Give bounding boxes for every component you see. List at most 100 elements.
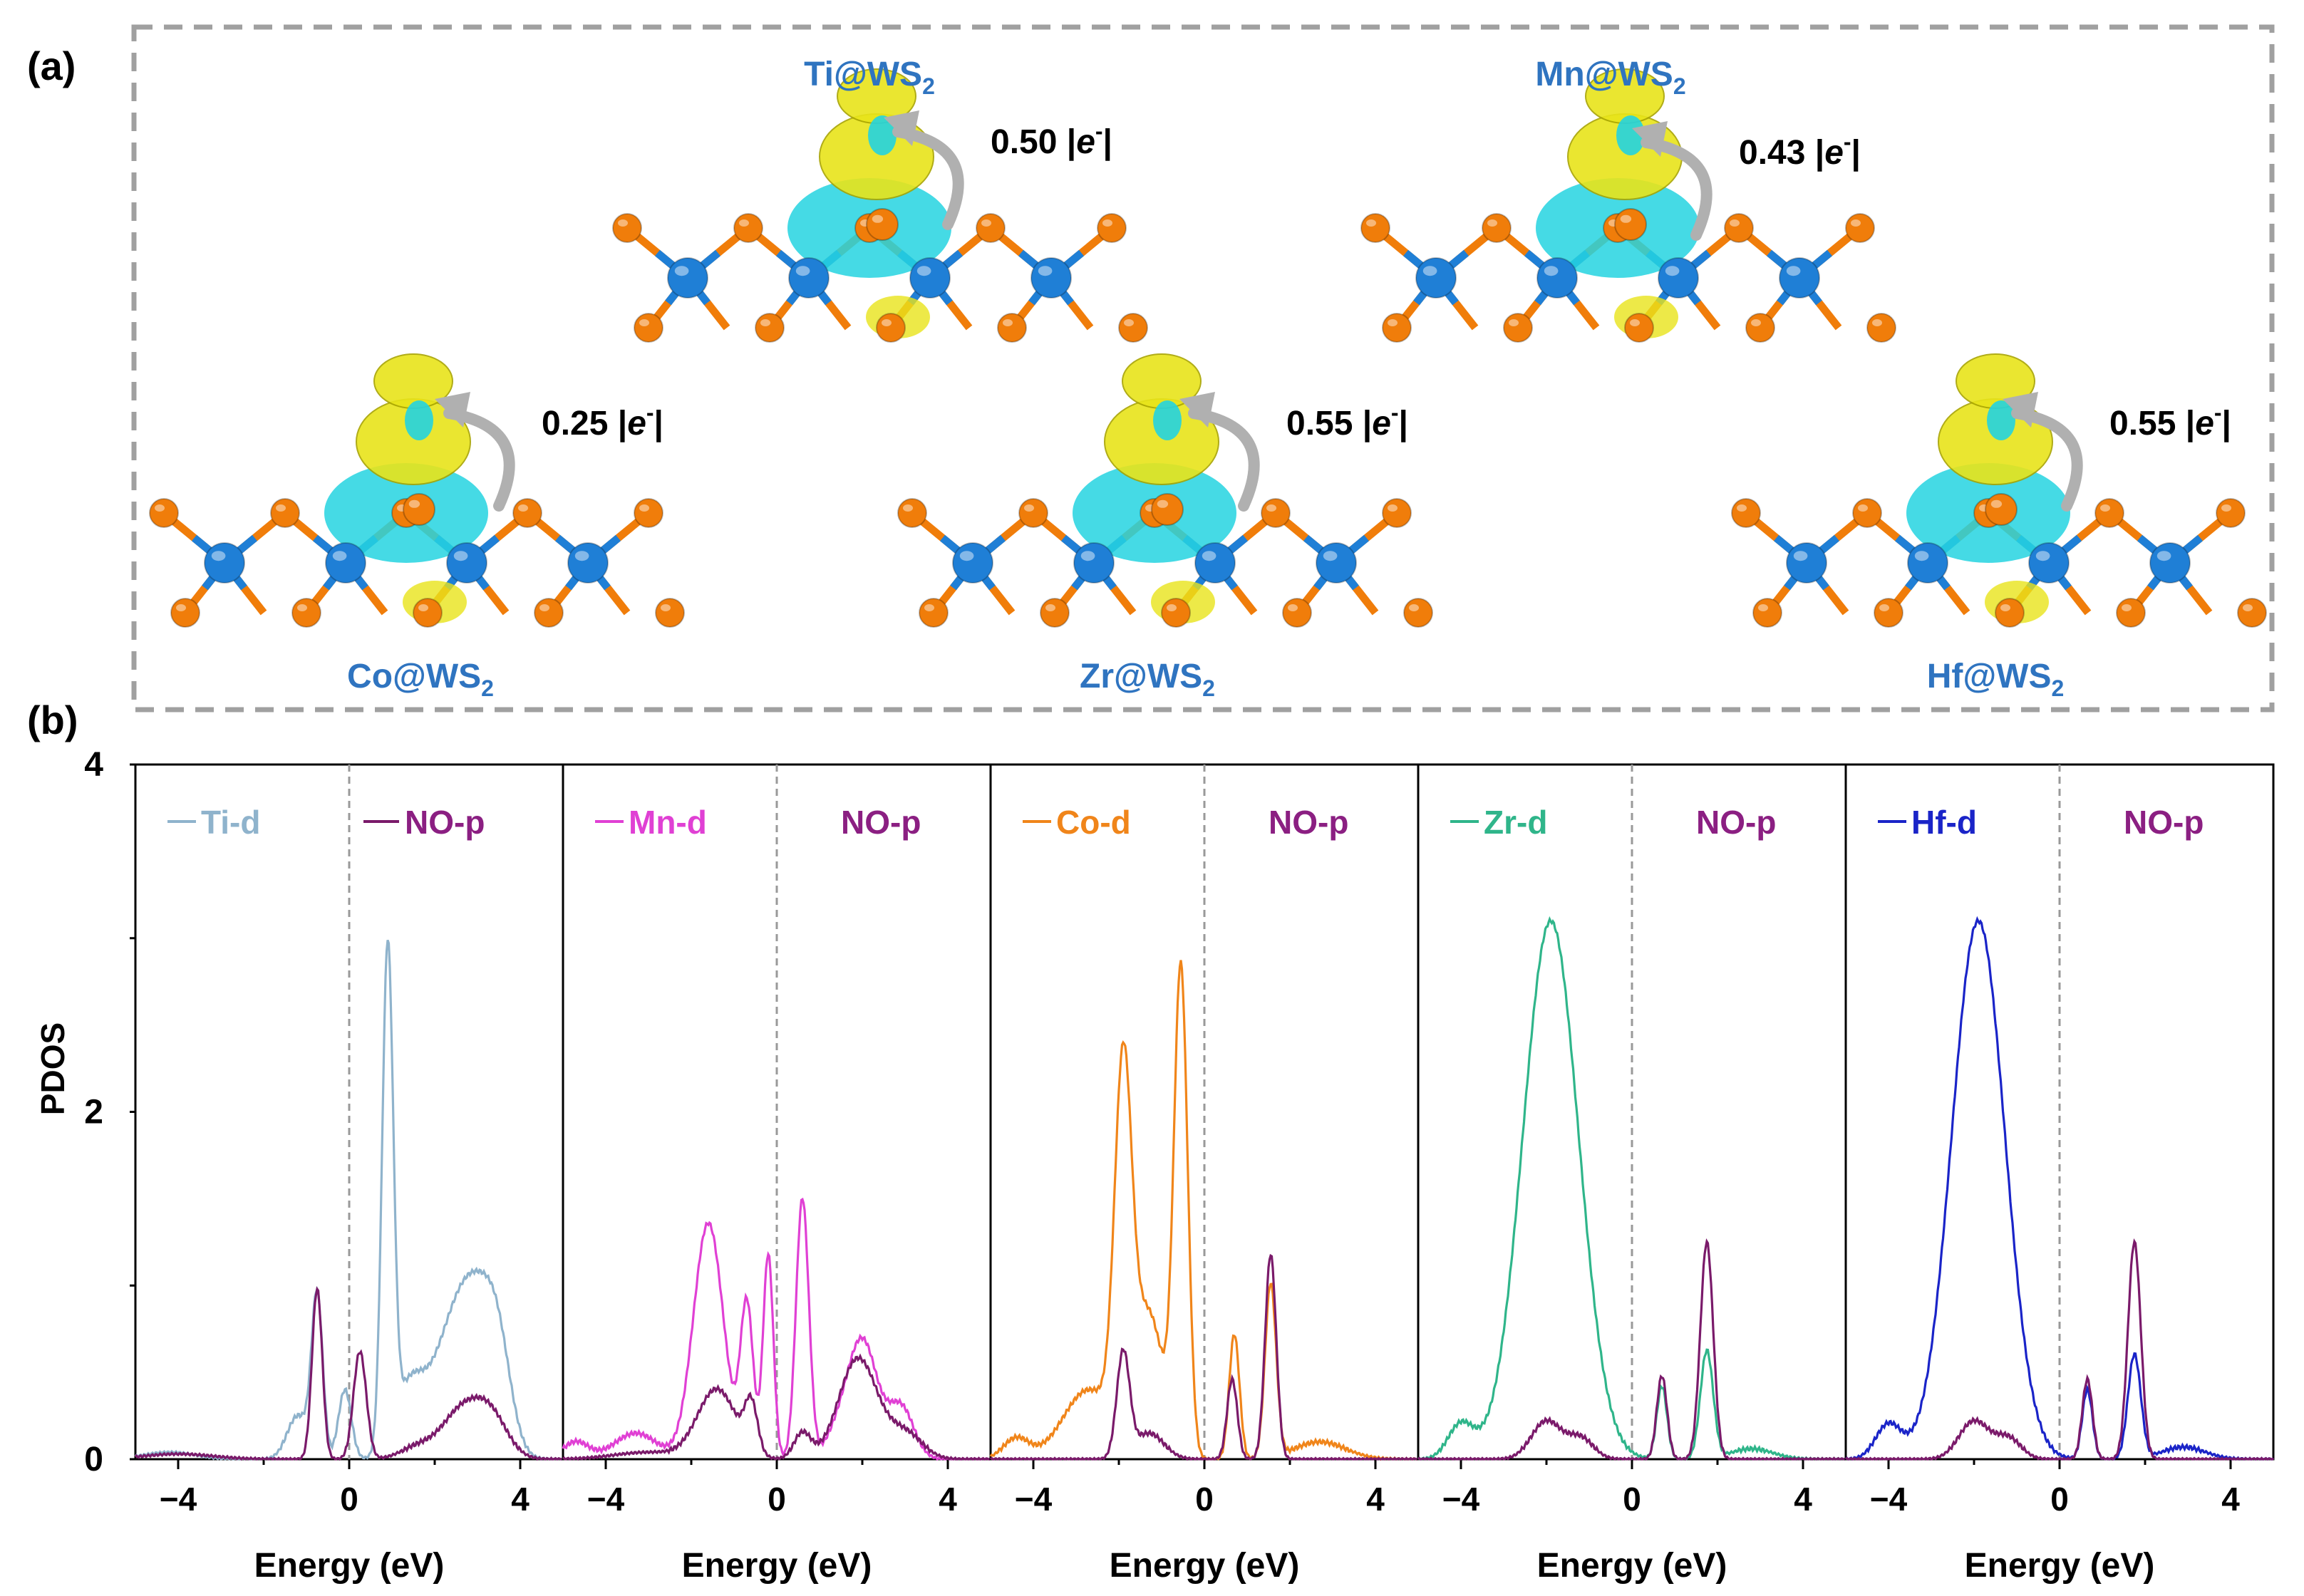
s-atom-body xyxy=(733,213,763,243)
s-atom-body xyxy=(634,313,663,343)
s-atom xyxy=(534,598,564,628)
charge-transfer-arrow xyxy=(443,408,515,512)
structure-zr: 0.55 |e-| Zr@WS2 xyxy=(897,353,1433,701)
s-atom xyxy=(897,498,927,528)
s-atom xyxy=(149,498,179,528)
plot-frame xyxy=(1417,763,1847,1461)
charge-e: e xyxy=(627,405,646,442)
w-atom-body xyxy=(952,542,993,584)
plot-frame xyxy=(562,763,992,1461)
structure-co: 0.25 |e-| Co@WS2 xyxy=(149,353,685,701)
s-atom xyxy=(2216,498,2246,528)
s-atom-shine xyxy=(1388,319,1398,326)
w-atom-shine xyxy=(1422,266,1437,276)
s-atom xyxy=(1724,213,1754,243)
panel-a-frame xyxy=(131,24,2275,712)
charge-value: 0.55 | xyxy=(1286,405,1372,442)
s-atom xyxy=(1874,598,1903,628)
dopant-atom xyxy=(403,493,435,526)
s-atom xyxy=(2237,598,2267,628)
iso-negative-core xyxy=(1616,115,1645,155)
s-atom-body xyxy=(1624,313,1654,343)
s-atom-shine xyxy=(1872,319,1882,326)
s-atom-body xyxy=(2116,598,2146,628)
s-atom xyxy=(1852,498,1882,528)
w-atom-body xyxy=(667,257,708,299)
w-atom-shine xyxy=(1786,266,1801,276)
structure-sub: 2 xyxy=(1673,73,1686,99)
dopant-atom xyxy=(866,208,899,241)
s-atom-body xyxy=(1724,213,1754,243)
s-atom-shine xyxy=(760,319,770,326)
w-atom-body xyxy=(1073,542,1115,584)
s-atom xyxy=(1282,598,1312,628)
s-atom xyxy=(997,313,1027,343)
s-atom-shine xyxy=(1003,319,1013,326)
structure-label: Mn@WS2 xyxy=(1535,56,1685,99)
series-line-no-p xyxy=(1844,1238,2275,1461)
s-atom-body xyxy=(1866,313,1896,343)
x-tick-label: 4 xyxy=(511,1481,529,1518)
s-atom-body xyxy=(413,598,443,628)
w-atom-body xyxy=(1030,257,1072,299)
s-atom-body xyxy=(2216,498,2246,528)
s-atom-body xyxy=(170,598,200,628)
s-atom-body xyxy=(1874,598,1903,628)
charge-e: e xyxy=(2195,405,2214,442)
s-atom-shine xyxy=(1266,504,1276,512)
x-tick-label: 0 xyxy=(768,1481,786,1518)
w-atom-shine xyxy=(1323,551,1338,561)
iso-negative-core xyxy=(1153,400,1182,440)
w-atom xyxy=(2028,542,2070,584)
charge-transfer-arrow xyxy=(892,126,964,230)
x-tick-label: 0 xyxy=(1195,1481,1214,1518)
s-atom-body xyxy=(1752,598,1782,628)
x-tick-label: 4 xyxy=(2221,1481,2240,1518)
s-atom-body xyxy=(1097,213,1127,243)
w-atom xyxy=(1316,542,1357,584)
w-atom-body xyxy=(1786,542,1827,584)
structure-label: Co@WS2 xyxy=(347,658,494,701)
structure-suffix: @WS xyxy=(1114,658,1202,695)
s-atom-shine xyxy=(1124,319,1134,326)
s-atom xyxy=(2094,498,2124,528)
s-atom xyxy=(1731,498,1761,528)
w-atom xyxy=(1073,542,1115,584)
s-atom-body xyxy=(897,498,927,528)
chart-4: −4 0 4 Energy (eV) Zr-d NO-p xyxy=(1417,763,1847,1585)
charge-close: | xyxy=(654,405,663,442)
w-atom xyxy=(204,542,245,584)
s-atom-shine xyxy=(1879,604,1889,611)
arrow-head xyxy=(1632,121,1668,157)
s-atom xyxy=(1482,213,1512,243)
legend: Co-d NO-p xyxy=(1023,804,1348,841)
y-tick-label: 2 xyxy=(84,1094,103,1131)
s-atom-shine xyxy=(1409,604,1419,611)
s-atom-shine xyxy=(2000,604,2010,611)
s-atom-shine xyxy=(297,604,307,611)
charge-label: 0.55 |e-| xyxy=(2109,400,2231,442)
structure-label: Zr@WS2 xyxy=(1080,658,1215,701)
series-line-co-d xyxy=(989,960,1420,1461)
s-atom xyxy=(1995,598,2025,628)
structure-sub: 2 xyxy=(1202,675,1215,701)
s-atom-shine xyxy=(639,319,649,326)
s-atom-shine xyxy=(176,604,186,611)
s-atom xyxy=(1118,313,1148,343)
pdos-charts: −4 0 4 Energy (eV) Ti-d NO-p −4 0 4 Energy (eV) Mn… xyxy=(130,763,2275,1585)
x-axis-label: Energy (eV) xyxy=(1537,1547,1727,1585)
w-atom-body xyxy=(909,257,951,299)
y-tick-labels: 0 2 4 xyxy=(84,746,103,1478)
dopant-atom-shine xyxy=(872,214,884,223)
dopant-atom-shine xyxy=(1990,499,2003,508)
structure-sub: 2 xyxy=(481,675,494,701)
w-atom xyxy=(788,257,830,299)
s-atom-shine xyxy=(1487,219,1497,227)
s-atom-body xyxy=(1282,598,1312,628)
s-atom xyxy=(1845,213,1875,243)
w-atom-body xyxy=(2028,542,2070,584)
s-atom xyxy=(270,498,300,528)
s-atom-shine xyxy=(739,219,749,227)
structure-metal: Hf xyxy=(1927,658,1964,695)
w-atom-body xyxy=(204,542,245,584)
